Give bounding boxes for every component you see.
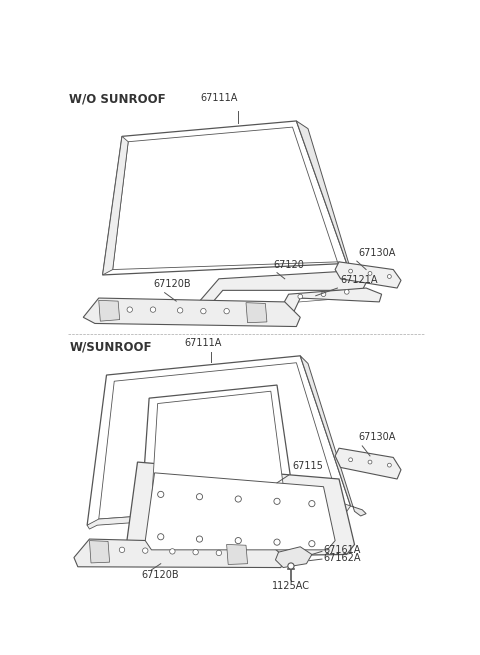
Circle shape [298, 294, 302, 299]
Polygon shape [74, 539, 285, 567]
Circle shape [169, 549, 175, 554]
Circle shape [178, 308, 183, 313]
Text: 67130A: 67130A [359, 248, 396, 258]
Text: 67162A: 67162A [324, 553, 361, 563]
Polygon shape [227, 544, 248, 565]
Polygon shape [99, 301, 120, 321]
Polygon shape [89, 540, 109, 563]
Polygon shape [300, 356, 366, 516]
Polygon shape [87, 356, 350, 525]
Polygon shape [103, 121, 347, 275]
Circle shape [321, 292, 326, 297]
Polygon shape [113, 127, 337, 270]
Circle shape [387, 463, 391, 467]
Circle shape [201, 309, 206, 314]
Text: 67121A: 67121A [340, 275, 378, 285]
Polygon shape [99, 363, 339, 519]
Polygon shape [277, 288, 382, 321]
Polygon shape [337, 262, 359, 272]
Polygon shape [335, 262, 401, 288]
Circle shape [235, 538, 241, 544]
Polygon shape [142, 385, 292, 510]
Circle shape [157, 491, 164, 498]
Circle shape [387, 274, 391, 278]
Text: W/SUNROOF: W/SUNROOF [69, 341, 152, 354]
Circle shape [235, 496, 241, 502]
Circle shape [348, 269, 353, 273]
Circle shape [274, 498, 280, 504]
Text: 67115: 67115 [292, 461, 324, 472]
Polygon shape [87, 502, 350, 529]
Circle shape [348, 458, 353, 462]
Circle shape [224, 309, 229, 314]
Circle shape [368, 460, 372, 464]
Circle shape [120, 547, 125, 553]
Polygon shape [126, 462, 355, 557]
Polygon shape [296, 121, 359, 270]
Circle shape [193, 550, 198, 555]
Circle shape [309, 540, 315, 547]
Text: 67130A: 67130A [359, 432, 396, 442]
Polygon shape [246, 303, 267, 323]
Circle shape [309, 500, 315, 507]
Polygon shape [145, 473, 335, 550]
Polygon shape [103, 136, 128, 275]
Text: W/O SUNROOF: W/O SUNROOF [69, 92, 166, 105]
Text: 67111A: 67111A [185, 338, 222, 348]
Circle shape [157, 534, 164, 540]
Circle shape [143, 548, 148, 553]
Circle shape [216, 550, 222, 555]
Circle shape [345, 290, 349, 294]
Circle shape [196, 494, 203, 500]
Polygon shape [196, 271, 366, 316]
Text: 67111A: 67111A [200, 93, 238, 103]
Circle shape [274, 539, 280, 545]
Circle shape [368, 271, 372, 275]
Text: 67120B: 67120B [142, 570, 179, 580]
Polygon shape [276, 547, 312, 567]
Text: 1125AC: 1125AC [272, 580, 310, 591]
Text: 67120: 67120 [273, 259, 304, 270]
Polygon shape [83, 298, 300, 327]
Polygon shape [335, 448, 401, 479]
Circle shape [196, 536, 203, 542]
Text: 67161A: 67161A [324, 545, 361, 555]
Circle shape [288, 563, 294, 569]
Text: 67120B: 67120B [153, 279, 191, 289]
Circle shape [127, 307, 132, 312]
Circle shape [150, 307, 156, 312]
Polygon shape [152, 391, 283, 504]
